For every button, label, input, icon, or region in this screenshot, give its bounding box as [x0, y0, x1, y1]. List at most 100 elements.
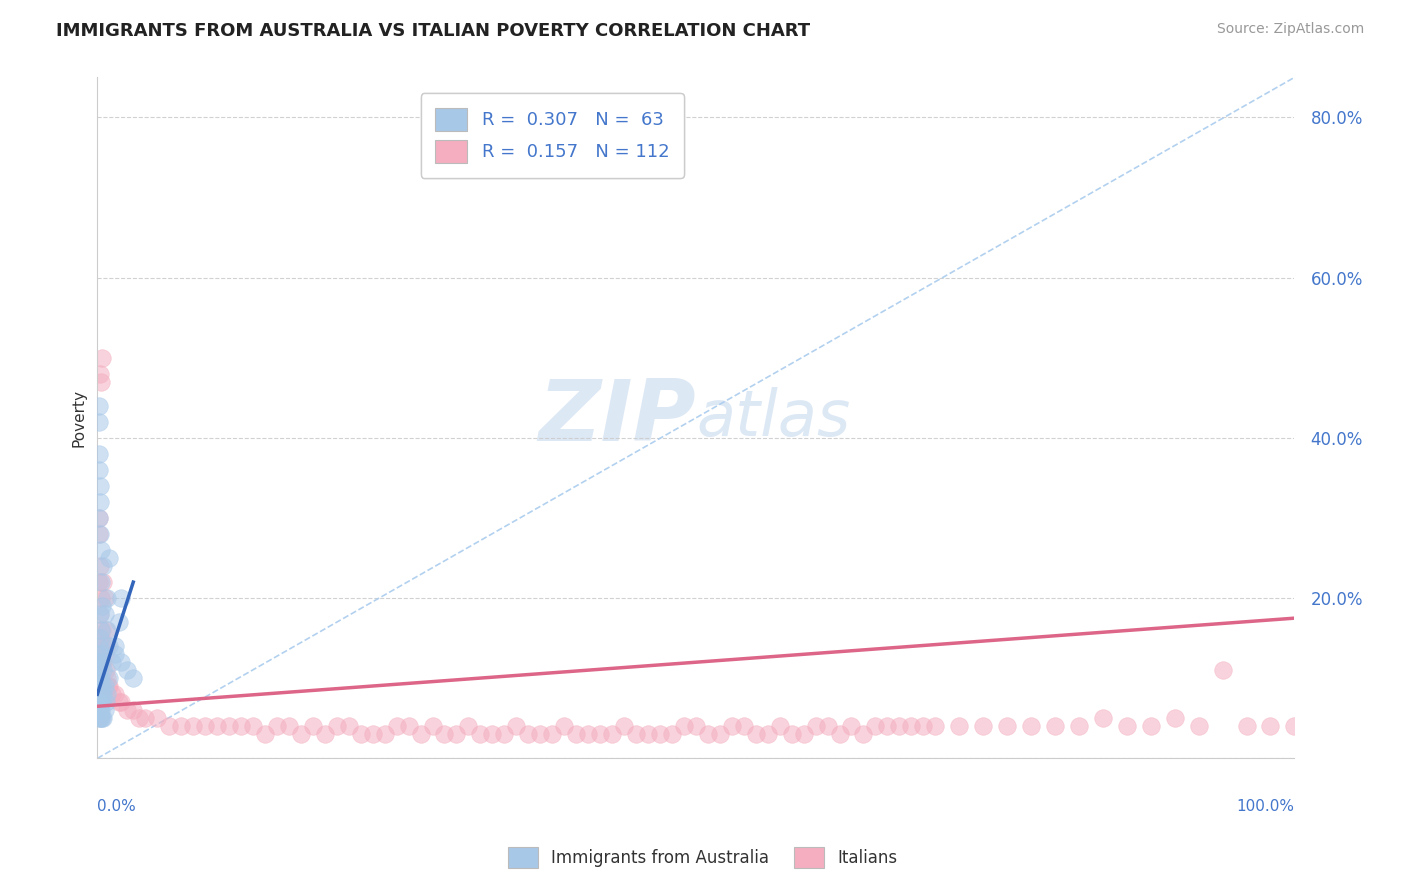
Point: [924, 719, 946, 733]
Point: [98, 639, 121, 653]
Text: 0.0%: 0.0%: [97, 799, 136, 814]
Point: [90, 687, 112, 701]
Point: [361, 727, 384, 741]
Point: [205, 719, 228, 733]
Point: [100, 687, 122, 701]
Point: [93, 647, 115, 661]
Point: [146, 711, 169, 725]
Point: [1188, 719, 1211, 733]
Point: [89, 607, 111, 622]
Point: [87, 463, 110, 477]
Point: [672, 719, 695, 733]
Point: [108, 615, 131, 629]
Point: [696, 727, 718, 741]
Point: [565, 727, 588, 741]
Point: [110, 695, 132, 709]
Point: [253, 727, 276, 741]
Point: [87, 511, 110, 525]
Point: [87, 511, 110, 525]
Point: [117, 663, 139, 677]
Point: [96, 623, 118, 637]
Point: [433, 727, 456, 741]
Point: [91, 599, 114, 614]
Point: [1260, 719, 1282, 733]
Point: [828, 727, 851, 741]
Point: [134, 711, 156, 725]
Point: [1284, 719, 1306, 733]
Point: [89, 703, 111, 717]
Legend: R =  0.307   N =  63, R =  0.157   N = 112: R = 0.307 N = 63, R = 0.157 N = 112: [420, 94, 683, 178]
Text: ZIP: ZIP: [538, 376, 696, 459]
Point: [756, 727, 779, 741]
Point: [98, 671, 121, 685]
Point: [96, 591, 118, 606]
Point: [89, 655, 111, 669]
Point: [91, 623, 114, 637]
Point: [90, 375, 112, 389]
Point: [600, 727, 623, 741]
Point: [470, 727, 492, 741]
Point: [104, 687, 127, 701]
Point: [685, 719, 707, 733]
Point: [91, 655, 114, 669]
Point: [93, 591, 115, 606]
Point: [104, 647, 127, 661]
Point: [89, 687, 111, 701]
Point: [91, 655, 114, 669]
Point: [229, 719, 252, 733]
Point: [374, 727, 396, 741]
Point: [128, 711, 150, 725]
Point: [277, 719, 299, 733]
Point: [1236, 719, 1258, 733]
Point: [91, 687, 114, 701]
Point: [745, 727, 768, 741]
Point: [87, 655, 110, 669]
Point: [87, 695, 110, 709]
Point: [91, 679, 114, 693]
Point: [852, 727, 875, 741]
Point: [90, 711, 112, 725]
Point: [576, 727, 599, 741]
Point: [385, 719, 408, 733]
Point: [89, 367, 111, 381]
Point: [100, 655, 122, 669]
Point: [91, 559, 114, 574]
Point: [117, 703, 139, 717]
Point: [91, 351, 114, 365]
Point: [494, 727, 516, 741]
Point: [90, 647, 112, 661]
Point: [194, 719, 217, 733]
Point: [94, 695, 117, 709]
Point: [457, 719, 479, 733]
Point: [314, 727, 336, 741]
Point: [87, 639, 110, 653]
Text: 100.0%: 100.0%: [1236, 799, 1295, 814]
Point: [90, 575, 112, 590]
Point: [422, 719, 444, 733]
Point: [1163, 711, 1185, 725]
Point: [481, 727, 503, 741]
Point: [89, 711, 111, 725]
Point: [1019, 719, 1042, 733]
Point: [87, 447, 110, 461]
Point: [94, 663, 117, 677]
Point: [409, 727, 432, 741]
Point: [613, 719, 636, 733]
Point: [87, 711, 110, 725]
Point: [290, 727, 312, 741]
Point: [122, 703, 145, 717]
Point: [804, 719, 827, 733]
Point: [541, 727, 564, 741]
Point: [889, 719, 911, 733]
Point: [108, 695, 131, 709]
Point: [709, 727, 731, 741]
Point: [648, 727, 671, 741]
Point: [90, 703, 112, 717]
Text: atlas: atlas: [696, 387, 851, 449]
Point: [793, 727, 815, 741]
Point: [817, 719, 839, 733]
Point: [98, 551, 121, 566]
Point: [90, 695, 112, 709]
Legend: Immigrants from Australia, Italians: Immigrants from Australia, Italians: [502, 840, 904, 875]
Point: [780, 727, 803, 741]
